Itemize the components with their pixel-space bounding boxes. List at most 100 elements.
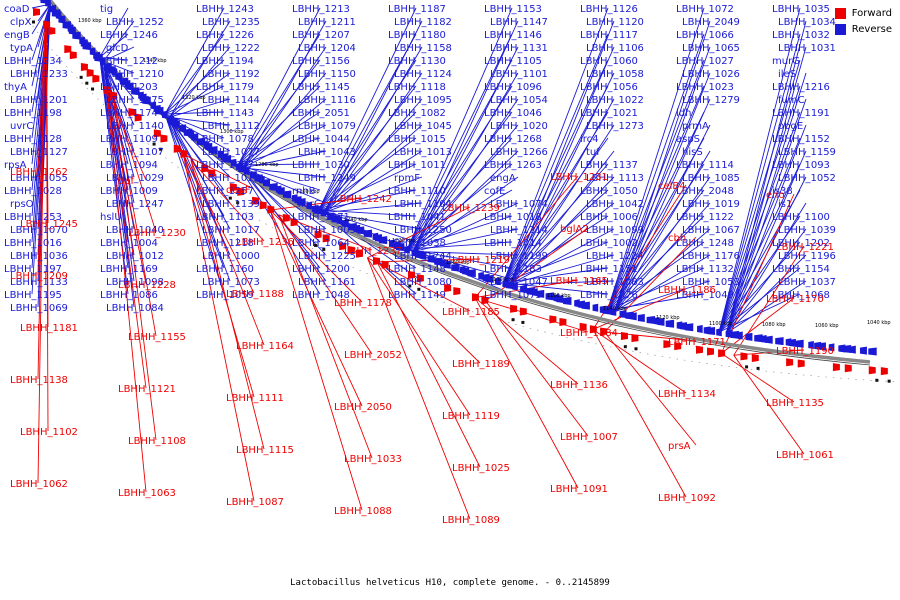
reverse-feature	[45, 0, 51, 8]
forward-feature	[339, 242, 347, 251]
label-connector	[607, 241, 705, 311]
forward-feature	[786, 358, 794, 367]
reverse-gene-label: LBHH_1000	[202, 251, 260, 262]
reverse-feature	[142, 96, 151, 105]
forward-gene-label: LBHH_1111	[226, 393, 284, 404]
reverse-gene-label: xerC	[298, 199, 321, 210]
reverse-feature	[581, 301, 590, 310]
reverse-gene-label: LBHH_1032	[772, 30, 830, 41]
reverse-gene-label: LBHH_1176	[682, 251, 740, 262]
reverse-gene-label: LBHH_1018	[484, 212, 542, 223]
forward-gene-label: LBHH_1185	[442, 307, 500, 318]
reverse-feature	[545, 292, 554, 301]
reverse-gene-label: LBHH_1099	[586, 225, 644, 236]
reverse-gene-label: LBHH_1036	[10, 251, 68, 262]
label-connector	[509, 228, 615, 285]
forward-gene-label: LBHH_1135	[766, 398, 824, 409]
label-connector	[318, 209, 417, 243]
forward-gene-label: LBHH_1230	[128, 228, 186, 239]
forward-feature	[707, 347, 715, 356]
forward-gene-label: bglA2	[560, 224, 589, 235]
reverse-gene-label: LBHH_1021	[580, 108, 638, 119]
reverse-gene-label: LBHH_1120	[586, 17, 644, 28]
label-connector	[318, 7, 417, 211]
forward-gene-label: prsA	[668, 441, 691, 452]
label-connector	[607, 267, 705, 311]
label-connector	[45, 25, 49, 432]
reverse-gene-label: LBHH_1030	[292, 160, 350, 171]
reverse-gene-label: LBHH_1133	[10, 277, 68, 288]
label-connector	[269, 209, 363, 407]
reverse-gene-label: LBHH_1009	[100, 186, 158, 197]
reverse-feature	[563, 296, 572, 305]
label-connector	[503, 282, 609, 295]
label-connector	[237, 137, 321, 166]
reverse-gene-label: LBHH_1104	[394, 199, 452, 210]
reverse-gene-label: LBHH_1139	[202, 199, 260, 210]
reverse-gene-label: LBHH_1049	[676, 290, 734, 301]
reverse-gene-label: engA	[490, 173, 516, 184]
forward-feature	[64, 45, 72, 54]
reverse-gene-label: LBHH_1066	[676, 30, 734, 41]
reverse-gene-label: LBHH_1094	[100, 160, 158, 171]
forward-feature	[237, 187, 245, 196]
reverse-gene-label: LBHH_1200	[292, 264, 350, 275]
reverse-gene-label: LBHH_1005	[298, 225, 356, 236]
reverse-feature	[451, 263, 460, 272]
reverse-feature	[556, 295, 564, 304]
label-connectors	[31, 3, 807, 520]
label-connector	[718, 293, 801, 333]
label-connector	[103, 46, 135, 62]
forward-gene-label: LBHH_1088	[334, 506, 392, 517]
label-connector	[164, 113, 225, 269]
label-connector	[238, 163, 321, 166]
reverse-gene-label: LBHH_1213	[292, 4, 350, 15]
reverse-gene-label: engB	[4, 30, 30, 41]
reverse-gene-label: LBHH_1118	[388, 82, 446, 93]
tick-label: 1080 kbp	[762, 322, 786, 328]
forward-gene-label: LBHH_1190	[776, 346, 834, 357]
reverse-gene-label: LBHH_1050	[580, 186, 638, 197]
reverse-gene-label: murG	[772, 56, 800, 67]
label-connector	[376, 261, 481, 364]
reverse-gene-label: LBHH_1047	[490, 277, 548, 288]
reverse-gene-label: LBHH_1026	[682, 69, 740, 80]
label-connector	[606, 111, 705, 311]
label-connector	[323, 72, 423, 213]
forward-gene-label: def	[118, 176, 135, 187]
reverse-gene-label: LBHH_1042	[586, 199, 644, 210]
reverse-gene-label: LBHH_1246	[100, 30, 158, 41]
forward-gene-label: LBHH_1089	[442, 515, 500, 526]
label-connector	[725, 98, 807, 334]
reverse-gene-label: LBHH_1130	[388, 56, 446, 67]
reverse-gene-label: LBHH_1041	[388, 212, 446, 223]
label-connector	[592, 329, 687, 498]
reverse-feature	[243, 167, 250, 176]
label-connector	[323, 212, 423, 230]
label-connector	[318, 111, 417, 211]
label-connector	[242, 20, 327, 169]
label-connector	[99, 7, 129, 58]
reverse-feature	[427, 254, 435, 263]
legend-forward: Forward	[834, 8, 892, 19]
reverse-gene-label: LBHH_1093	[772, 160, 830, 171]
label-connector	[323, 150, 423, 213]
forward-gene-label: LBHH_1062	[10, 479, 68, 490]
reverse-gene-label: LBHH_1040	[106, 225, 164, 236]
forward-feature	[868, 366, 876, 375]
forward-feature	[663, 340, 671, 349]
reverse-gene-label: cofE	[484, 186, 505, 197]
label-connector	[99, 33, 129, 58]
label-connector	[406, 7, 513, 250]
small-feature	[623, 345, 627, 349]
label-connector	[169, 72, 231, 118]
label-connector	[318, 85, 417, 211]
tick-label: 1300 kbp	[220, 129, 244, 135]
label-connector	[242, 167, 327, 178]
reverse-gene-label: LBHH_1201	[10, 95, 68, 106]
reverse-gene-label: LBHH_1253	[4, 212, 62, 223]
label-connector	[237, 7, 321, 166]
reverse-gene-label: LBHH_1073	[202, 277, 260, 288]
reverse-gene-label: LBHH_1010	[202, 173, 260, 184]
